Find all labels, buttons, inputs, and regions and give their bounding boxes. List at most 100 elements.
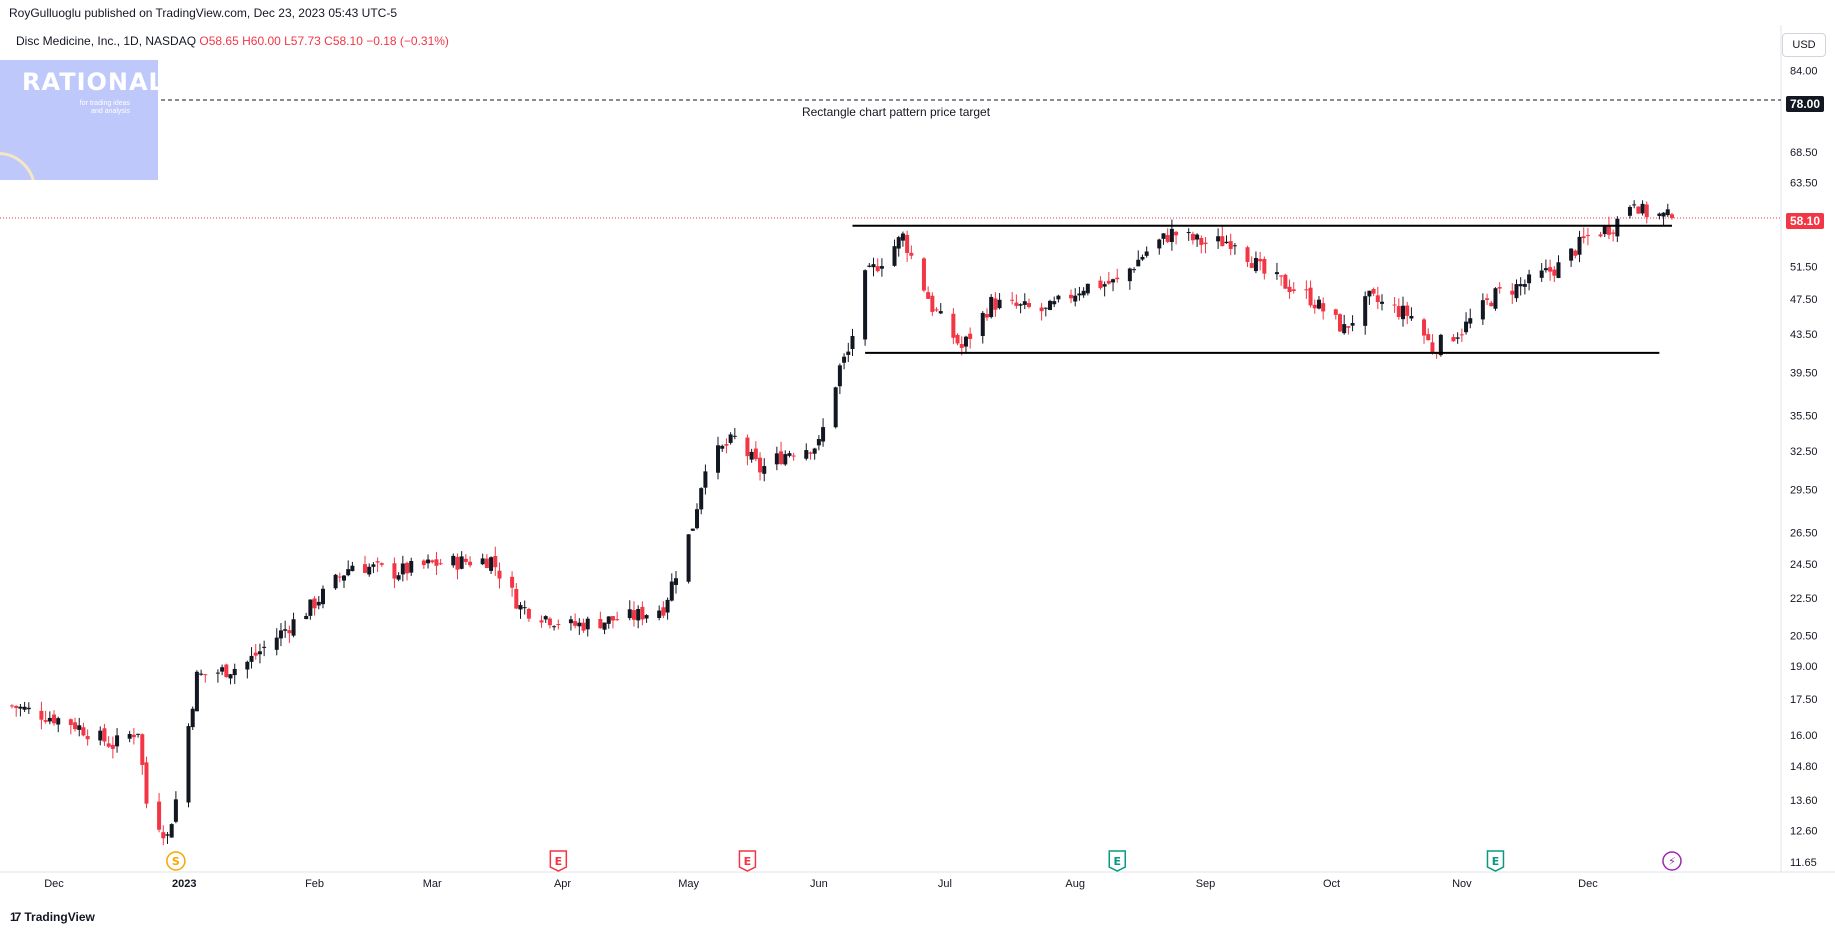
- earnings-event-icon[interactable]: E: [1108, 850, 1126, 872]
- candle: [636, 605, 641, 629]
- candle: [1350, 315, 1355, 332]
- candle-body: [871, 264, 876, 268]
- time-axis[interactable]: Dec 2023 Feb Mar Apr May Jun Jul Aug Sep Oct Nov Dec: [44, 878, 1598, 890]
- earnings-event-icon[interactable]: E: [738, 850, 757, 872]
- target-annotation[interactable]: Rectangle chart pattern price target: [802, 105, 991, 119]
- candle: [703, 464, 708, 495]
- price-tick-label: 12.60: [1790, 826, 1818, 838]
- symbol-legend[interactable]: Disc Medicine, Inc., 1D, NASDAQ O58.65 H…: [16, 34, 449, 48]
- candle: [1102, 281, 1107, 297]
- candle-body: [1161, 233, 1166, 239]
- candle: [640, 601, 645, 626]
- candle-body: [900, 233, 905, 241]
- candle: [816, 435, 821, 451]
- candle-body: [1245, 247, 1250, 262]
- event-badge-shape: [1108, 850, 1126, 872]
- candle-body: [1077, 293, 1082, 296]
- candle-body: [1186, 232, 1191, 234]
- candle: [18, 703, 23, 717]
- candle-body: [371, 564, 376, 567]
- candle-body: [522, 607, 527, 609]
- candle: [262, 640, 267, 657]
- candle: [610, 615, 615, 629]
- currency-button[interactable]: USD: [1782, 33, 1826, 57]
- candle: [1346, 326, 1351, 335]
- candle: [1669, 212, 1674, 220]
- candle-body: [1556, 262, 1561, 279]
- candle-body: [434, 559, 439, 566]
- earnings-event-icon[interactable]: E: [549, 850, 568, 872]
- candle: [934, 307, 939, 312]
- candle: [728, 432, 733, 445]
- candle: [1077, 286, 1082, 301]
- candle-body: [644, 615, 649, 619]
- candle: [493, 546, 498, 576]
- candle-body: [1085, 283, 1090, 294]
- candle-body: [938, 311, 943, 314]
- candle: [1632, 200, 1637, 209]
- candle: [644, 614, 649, 623]
- price-tick-label: 39.50: [1790, 368, 1818, 380]
- candle: [426, 554, 431, 569]
- candle-body: [1195, 234, 1200, 240]
- candle: [510, 571, 515, 597]
- candle-body: [409, 560, 414, 573]
- price-axis[interactable]: 84.00 68.50 63.50 51.50 47.50 43.50 39.50 35.50…: [1790, 65, 1818, 869]
- candle: [1098, 276, 1103, 290]
- candle: [732, 428, 737, 440]
- candle-body: [1606, 225, 1611, 235]
- candle: [1022, 293, 1027, 310]
- candle-body: [1132, 269, 1137, 271]
- candle-body: [909, 252, 914, 256]
- candle: [1468, 308, 1473, 329]
- candle: [724, 438, 729, 454]
- candle: [627, 600, 632, 621]
- candle-body: [379, 563, 384, 565]
- price-tick-label: 14.80: [1790, 761, 1818, 773]
- candle: [791, 452, 796, 461]
- candle-body: [140, 734, 145, 765]
- candle: [963, 335, 968, 354]
- candle-body: [716, 445, 721, 473]
- candle: [85, 729, 90, 746]
- candle: [1186, 228, 1191, 241]
- candle: [1493, 287, 1498, 311]
- dividend-event-icon[interactable]: ⚡: [1662, 851, 1682, 871]
- candle: [1232, 242, 1237, 255]
- candle: [52, 710, 57, 726]
- event-letter: ⚡: [1668, 855, 1676, 868]
- candle: [77, 717, 82, 737]
- candle-body: [1522, 284, 1527, 287]
- candle-body: [1258, 258, 1263, 262]
- candle: [552, 625, 557, 631]
- candle: [1485, 293, 1490, 305]
- candle-body: [115, 735, 120, 747]
- price-tick-label: 47.50: [1790, 294, 1818, 306]
- candle-body: [837, 365, 842, 387]
- candle-body: [308, 599, 313, 616]
- earnings-event-icon[interactable]: E: [1486, 850, 1505, 872]
- candle: [892, 239, 897, 267]
- price-tick-label: 11.65: [1790, 857, 1817, 869]
- candle: [1253, 251, 1258, 274]
- tradingview-logo[interactable]: 17 TradingView: [10, 910, 95, 924]
- symbol-name: Disc Medicine, Inc., 1D, NASDAQ: [16, 34, 197, 48]
- candle: [434, 551, 439, 575]
- candle-body: [1203, 242, 1208, 245]
- candle-body: [896, 237, 901, 249]
- candle: [1598, 231, 1603, 238]
- split-event-icon[interactable]: S: [166, 851, 186, 871]
- candle: [1543, 259, 1548, 273]
- candle: [1510, 283, 1515, 304]
- candle: [1522, 279, 1527, 295]
- rectangle-pattern[interactable]: [852, 224, 1672, 354]
- candle-body: [892, 246, 897, 266]
- candle: [375, 557, 380, 572]
- candle: [249, 647, 254, 669]
- candle: [173, 791, 178, 824]
- watermark-tagline: for trading ideas and analysis: [79, 100, 130, 115]
- candle: [47, 711, 52, 725]
- candle: [753, 441, 758, 462]
- candle-body: [1468, 318, 1473, 324]
